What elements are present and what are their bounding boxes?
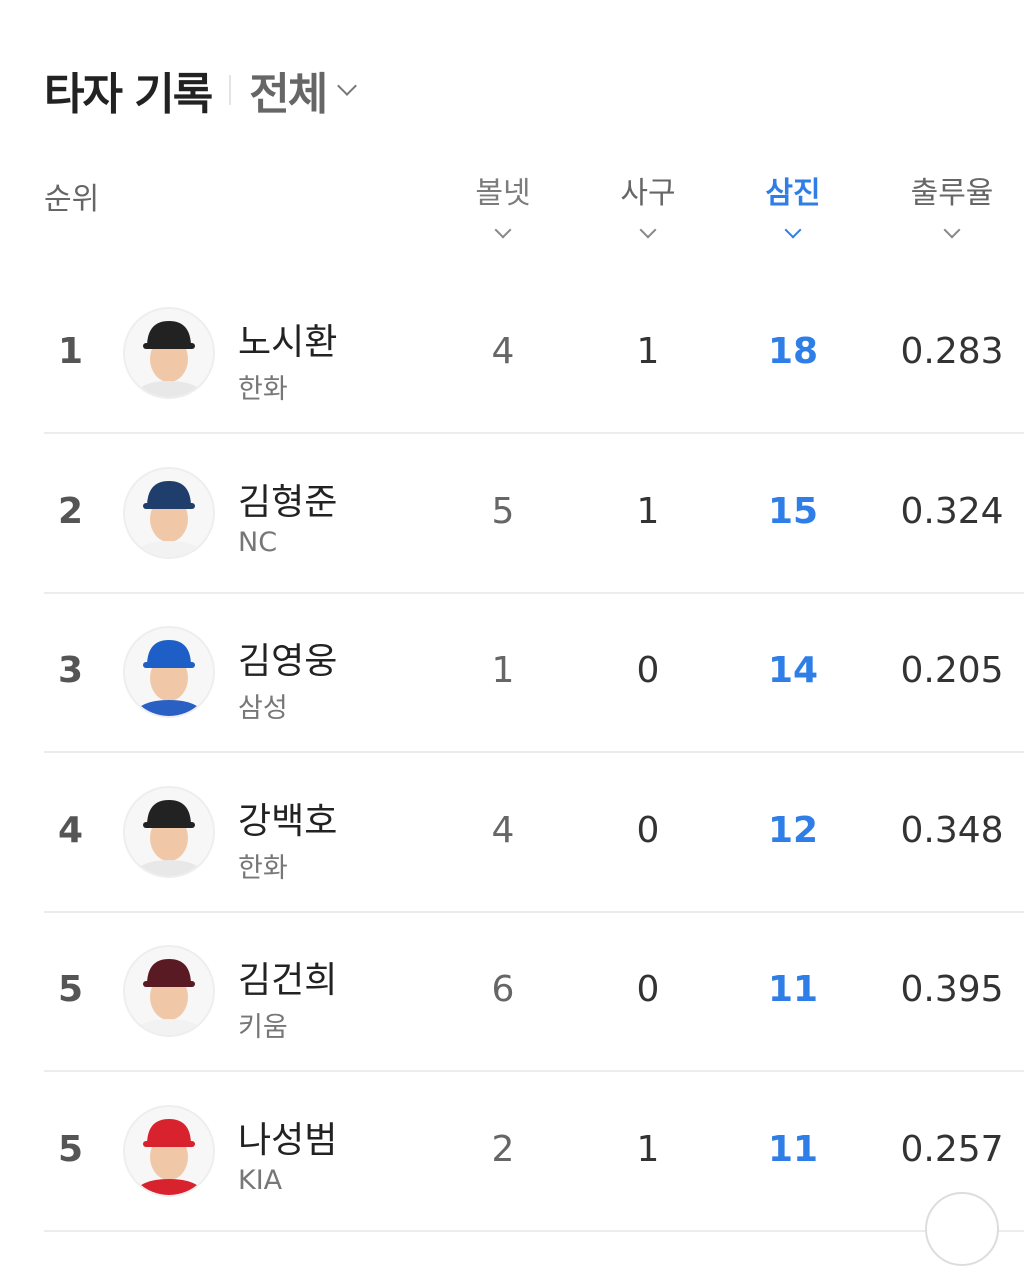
team-name: 키움 <box>238 1012 288 1043</box>
strikeouts-value: 11 <box>767 1128 819 1170</box>
strikeouts-value: 15 <box>767 490 819 532</box>
column-header-walks[interactable]: 볼넷 <box>443 168 563 239</box>
hbp-value: 0 <box>636 650 660 691</box>
divider <box>229 75 232 105</box>
avatar[interactable] <box>123 1104 215 1197</box>
rank: 5 <box>58 969 84 1010</box>
walks-value: 5 <box>491 490 515 532</box>
column-header-obp[interactable]: 출루율 <box>892 168 1012 239</box>
obp-value: 0.324 <box>900 490 1004 532</box>
rank: 2 <box>58 490 84 532</box>
team-name: NC <box>238 526 278 558</box>
table-row[interactable]: 5 나성범 KIA 2 1 11 0.257 <box>44 1071 1024 1232</box>
strikeouts-label: 삼진 <box>765 176 821 211</box>
obp-value: 0.257 <box>900 1128 1004 1170</box>
table-row[interactable]: 4 강백호 한화 4 0 12 0.348 <box>44 752 1024 913</box>
chevron-down-icon <box>639 221 657 239</box>
chevron-down-icon <box>494 221 512 239</box>
obp-value: 0.205 <box>900 650 1004 691</box>
table-row[interactable]: 3 김영웅 삼성 1 0 14 0.205 <box>44 592 1024 753</box>
strikeouts-value: 12 <box>767 809 819 851</box>
column-header-strikeouts[interactable]: 삼진 <box>733 168 853 239</box>
title-text: 타자 기록 <box>44 69 213 120</box>
page-title: 타자 기록 전체 <box>44 58 358 122</box>
chevron-down-icon <box>784 221 802 239</box>
hbp-label: 사구 <box>620 176 676 211</box>
avatar[interactable] <box>123 466 215 559</box>
walks-label: 볼넷 <box>475 176 531 211</box>
hbp-value: 1 <box>636 1128 660 1170</box>
player-name[interactable]: 나성범 <box>238 1119 338 1161</box>
walks-value: 6 <box>491 969 515 1010</box>
obp-value: 0.283 <box>900 331 1004 372</box>
scroll-top-button[interactable] <box>925 1192 999 1266</box>
walks-value: 1 <box>491 650 515 691</box>
obp-label: 출루율 <box>910 176 994 211</box>
column-header-rank: 순위 <box>44 182 100 217</box>
rank: 1 <box>58 331 84 372</box>
rank: 5 <box>58 1128 84 1170</box>
obp-value: 0.348 <box>900 809 1004 851</box>
hbp-value: 1 <box>636 331 660 372</box>
column-header-hbp[interactable]: 사구 <box>588 168 708 239</box>
avatar[interactable] <box>123 307 215 399</box>
chevron-down-icon <box>943 221 961 239</box>
table-row[interactable]: 2 김형준 NC 5 1 15 0.324 <box>44 433 1024 594</box>
walks-value: 2 <box>491 1128 515 1170</box>
rank: 3 <box>58 650 84 691</box>
hbp-value: 0 <box>636 809 660 851</box>
hbp-value: 0 <box>636 969 660 1010</box>
chevron-down-icon[interactable] <box>337 76 358 96</box>
player-name[interactable]: 김건희 <box>238 960 338 1001</box>
strikeouts-value: 14 <box>767 650 819 691</box>
player-name[interactable]: 김영웅 <box>238 641 338 682</box>
walks-value: 4 <box>491 331 515 372</box>
avatar[interactable] <box>123 626 215 718</box>
strikeouts-value: 18 <box>767 331 819 372</box>
team-name: KIA <box>238 1164 283 1196</box>
avatar[interactable] <box>123 785 215 878</box>
walks-value: 4 <box>491 809 515 851</box>
table-row[interactable]: 1 노시환 한화 4 1 18 0.283 <box>44 273 1024 434</box>
strikeouts-value: 11 <box>767 969 819 1010</box>
filter-dropdown[interactable]: 전체 <box>249 69 328 120</box>
team-name: 한화 <box>238 374 288 405</box>
avatar[interactable] <box>123 945 215 1037</box>
player-name[interactable]: 김형준 <box>238 481 338 523</box>
team-name: 한화 <box>238 852 288 884</box>
obp-value: 0.395 <box>900 969 1004 1010</box>
player-name[interactable]: 노시환 <box>238 322 338 363</box>
table-row[interactable]: 5 김건희 키움 6 0 11 0.395 <box>44 911 1024 1072</box>
hbp-value: 1 <box>636 490 660 532</box>
rank: 4 <box>58 809 84 851</box>
team-name: 삼성 <box>238 693 288 724</box>
player-name[interactable]: 강백호 <box>238 800 338 842</box>
